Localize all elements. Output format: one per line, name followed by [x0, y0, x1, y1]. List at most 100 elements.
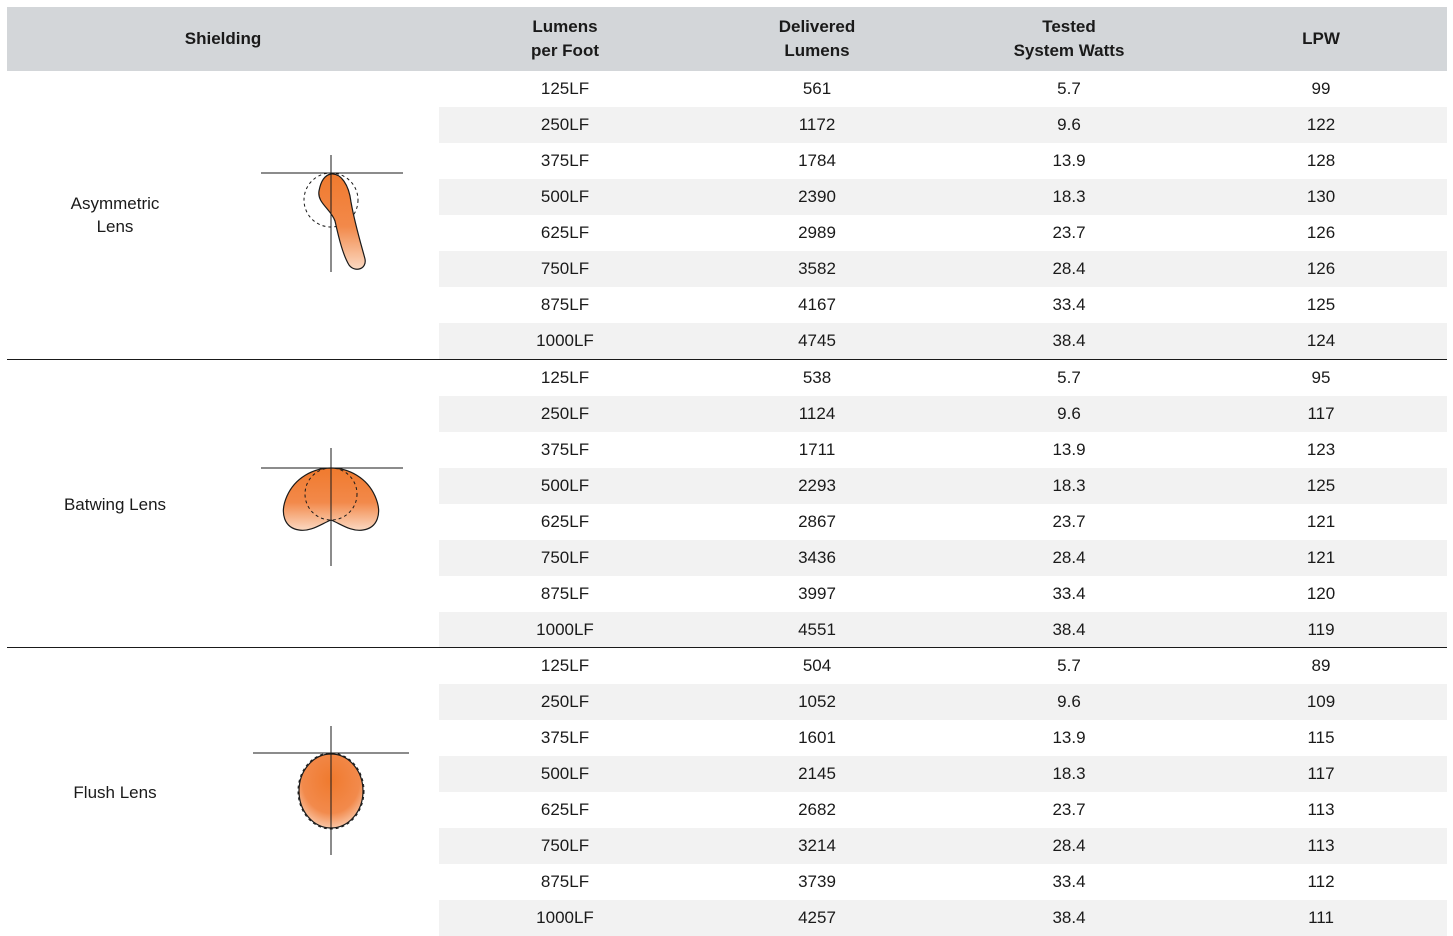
- shielding-label: Flush Lens: [25, 648, 205, 936]
- delivered-lumens-cell: 1124: [798, 404, 836, 423]
- lpw-cell: 128: [1306, 151, 1336, 170]
- lumens-per-foot-cell: 125LF: [540, 79, 590, 98]
- system-watts-cell: 9.6: [1057, 115, 1081, 134]
- system-watts-cell: 5.7: [1057, 79, 1081, 98]
- lpw-cell: 126: [1306, 223, 1336, 242]
- header-shielding: Shielding: [7, 7, 439, 71]
- table-row: 750LF 3436 28.4 121: [439, 540, 1447, 576]
- lumens-per-foot-cell: 1000LF: [536, 908, 594, 927]
- shielding-group-flush: Flush Lens 125LF 504 5.7 89 250LF 1052 9.6 109 3…: [7, 647, 1447, 936]
- lumens-per-foot-cell: 250LF: [540, 692, 590, 711]
- table-row: 1000LF 4551 38.4 119: [439, 612, 1447, 648]
- lpw-cell: 130: [1306, 187, 1336, 206]
- lumens-per-foot-cell: 875LF: [540, 584, 590, 603]
- lpw-cell: 99: [1311, 79, 1331, 98]
- system-watts-cell: 33.4: [1052, 584, 1086, 603]
- delivered-lumens-cell: 4167: [798, 295, 836, 314]
- lumens-per-foot-cell: 750LF: [540, 259, 590, 278]
- delivered-lumens-cell: 4551: [798, 620, 836, 639]
- lpw-cell: 113: [1307, 836, 1335, 855]
- table-row: 375LF 1601 13.9 115: [439, 720, 1447, 756]
- lumens-per-foot-cell: 375LF: [540, 151, 590, 170]
- delivered-lumens-cell: 3739: [798, 872, 836, 891]
- lpw-cell: 119: [1307, 620, 1335, 639]
- delivered-lumens-cell: 4257: [798, 908, 836, 927]
- table-row: 250LF 1052 9.6 109: [439, 684, 1447, 720]
- table-row: 250LF 1124 9.6 117: [439, 396, 1447, 432]
- group-rows: 125LF 538 5.7 95 250LF 1124 9.6 117 375LF 1711 13.…: [439, 360, 1447, 648]
- lpw-cell: 111: [1308, 908, 1334, 927]
- lumens-per-foot-cell: 500LF: [540, 187, 590, 206]
- lumens-per-foot-cell: 125LF: [540, 368, 590, 387]
- delivered-lumens-cell: 3436: [798, 548, 836, 567]
- shielding-group-batwing: Batwing Lens 125LF 538 5.7 95 250LF 1124 9.6 11…: [7, 359, 1447, 648]
- lumens-per-foot-cell: 250LF: [540, 115, 590, 134]
- lumens-per-foot-cell: 1000LF: [536, 620, 594, 639]
- delivered-lumens-cell: 2390: [798, 187, 836, 206]
- header-lumens-per-foot-line1: Lumens: [532, 17, 598, 36]
- delivered-lumens-cell: 1601: [798, 728, 836, 747]
- table-row: 125LF 561 5.7 99: [439, 71, 1447, 107]
- system-watts-cell: 5.7: [1057, 656, 1081, 675]
- delivered-lumens-cell: 561: [802, 79, 832, 98]
- table-row: 125LF 538 5.7 95: [439, 360, 1447, 396]
- delivered-lumens-cell: 538: [802, 368, 832, 387]
- lpw-cell: 115: [1307, 728, 1335, 747]
- group-rows: 125LF 561 5.7 99 250LF 1172 9.6 122 375LF 1784 13.…: [439, 71, 1447, 359]
- lpw-cell: 113: [1307, 800, 1335, 819]
- table-header: Shielding Lumens per Foot Delivered Lume…: [7, 7, 1447, 71]
- lpw-cell: 117: [1307, 404, 1335, 423]
- lumens-per-foot-cell: 625LF: [540, 512, 590, 531]
- group-rows: 125LF 504 5.7 89 250LF 1052 9.6 109 375LF 1601 13.…: [439, 648, 1447, 936]
- lpw-cell: 123: [1306, 440, 1336, 459]
- lpw-cell: 125: [1306, 476, 1336, 495]
- lumens-per-foot-cell: 875LF: [540, 295, 590, 314]
- table-row: 375LF 1784 13.9 128: [439, 143, 1447, 179]
- table-row: 500LF 2293 18.3 125: [439, 468, 1447, 504]
- lumens-per-foot-cell: 500LF: [540, 764, 590, 783]
- header-delivered-lumens: Delivered Lumens: [727, 7, 907, 71]
- lpw-cell: 120: [1306, 584, 1336, 603]
- flush-distribution-icon: [253, 726, 409, 855]
- system-watts-cell: 33.4: [1052, 295, 1086, 314]
- shielding-group-asymmetric: Asymmetric Lens 125LF 561 5.7 99 250LF 1172 9.…: [7, 71, 1447, 359]
- table-row: 500LF 2145 18.3 117: [439, 756, 1447, 792]
- table-row: 875LF 3739 33.4 112: [439, 864, 1447, 900]
- batwing-distribution-icon: [261, 448, 403, 566]
- table-row: 500LF 2390 18.3 130: [439, 179, 1447, 215]
- table-row: 250LF 1172 9.6 122: [439, 107, 1447, 143]
- system-watts-cell: 23.7: [1052, 223, 1086, 242]
- system-watts-cell: 23.7: [1052, 512, 1086, 531]
- delivered-lumens-cell: 1711: [798, 440, 836, 459]
- lpw-cell: 124: [1306, 331, 1336, 350]
- shielding-label: Batwing Lens: [25, 360, 205, 648]
- lpw-cell: 122: [1306, 115, 1336, 134]
- system-watts-cell: 38.4: [1052, 620, 1086, 639]
- system-watts-cell: 28.4: [1052, 548, 1086, 567]
- delivered-lumens-cell: 2682: [798, 800, 836, 819]
- lpw-cell: 117: [1307, 764, 1335, 783]
- system-watts-cell: 18.3: [1052, 764, 1086, 783]
- delivered-lumens-cell: 2145: [798, 764, 836, 783]
- delivered-lumens-cell: 2867: [798, 512, 836, 531]
- header-delivered-lumens-line2: Lumens: [784, 41, 850, 60]
- table-row: 625LF 2867 23.7 121: [439, 504, 1447, 540]
- lpw-cell: 89: [1311, 656, 1331, 675]
- header-lpw-label: LPW: [1302, 29, 1340, 48]
- table-row: 625LF 2682 23.7 113: [439, 792, 1447, 828]
- system-watts-cell: 33.4: [1052, 872, 1086, 891]
- system-watts-cell: 18.3: [1052, 476, 1086, 495]
- system-watts-cell: 13.9: [1052, 151, 1086, 170]
- system-watts-cell: 13.9: [1052, 728, 1086, 747]
- lpw-cell: 126: [1306, 259, 1336, 278]
- delivered-lumens-cell: 1784: [798, 151, 836, 170]
- header-tested-system-watts-line1: Tested: [1042, 17, 1096, 36]
- lumens-per-foot-cell: 250LF: [540, 404, 590, 423]
- lumens-per-foot-cell: 875LF: [540, 872, 590, 891]
- header-shielding-label: Shielding: [184, 29, 262, 48]
- system-watts-cell: 23.7: [1052, 800, 1086, 819]
- lumens-per-foot-cell: 375LF: [540, 728, 590, 747]
- delivered-lumens-cell: 504: [802, 656, 832, 675]
- header-tested-system-watts: Tested System Watts: [969, 7, 1169, 71]
- shielding-label-line2: Lens: [96, 217, 134, 236]
